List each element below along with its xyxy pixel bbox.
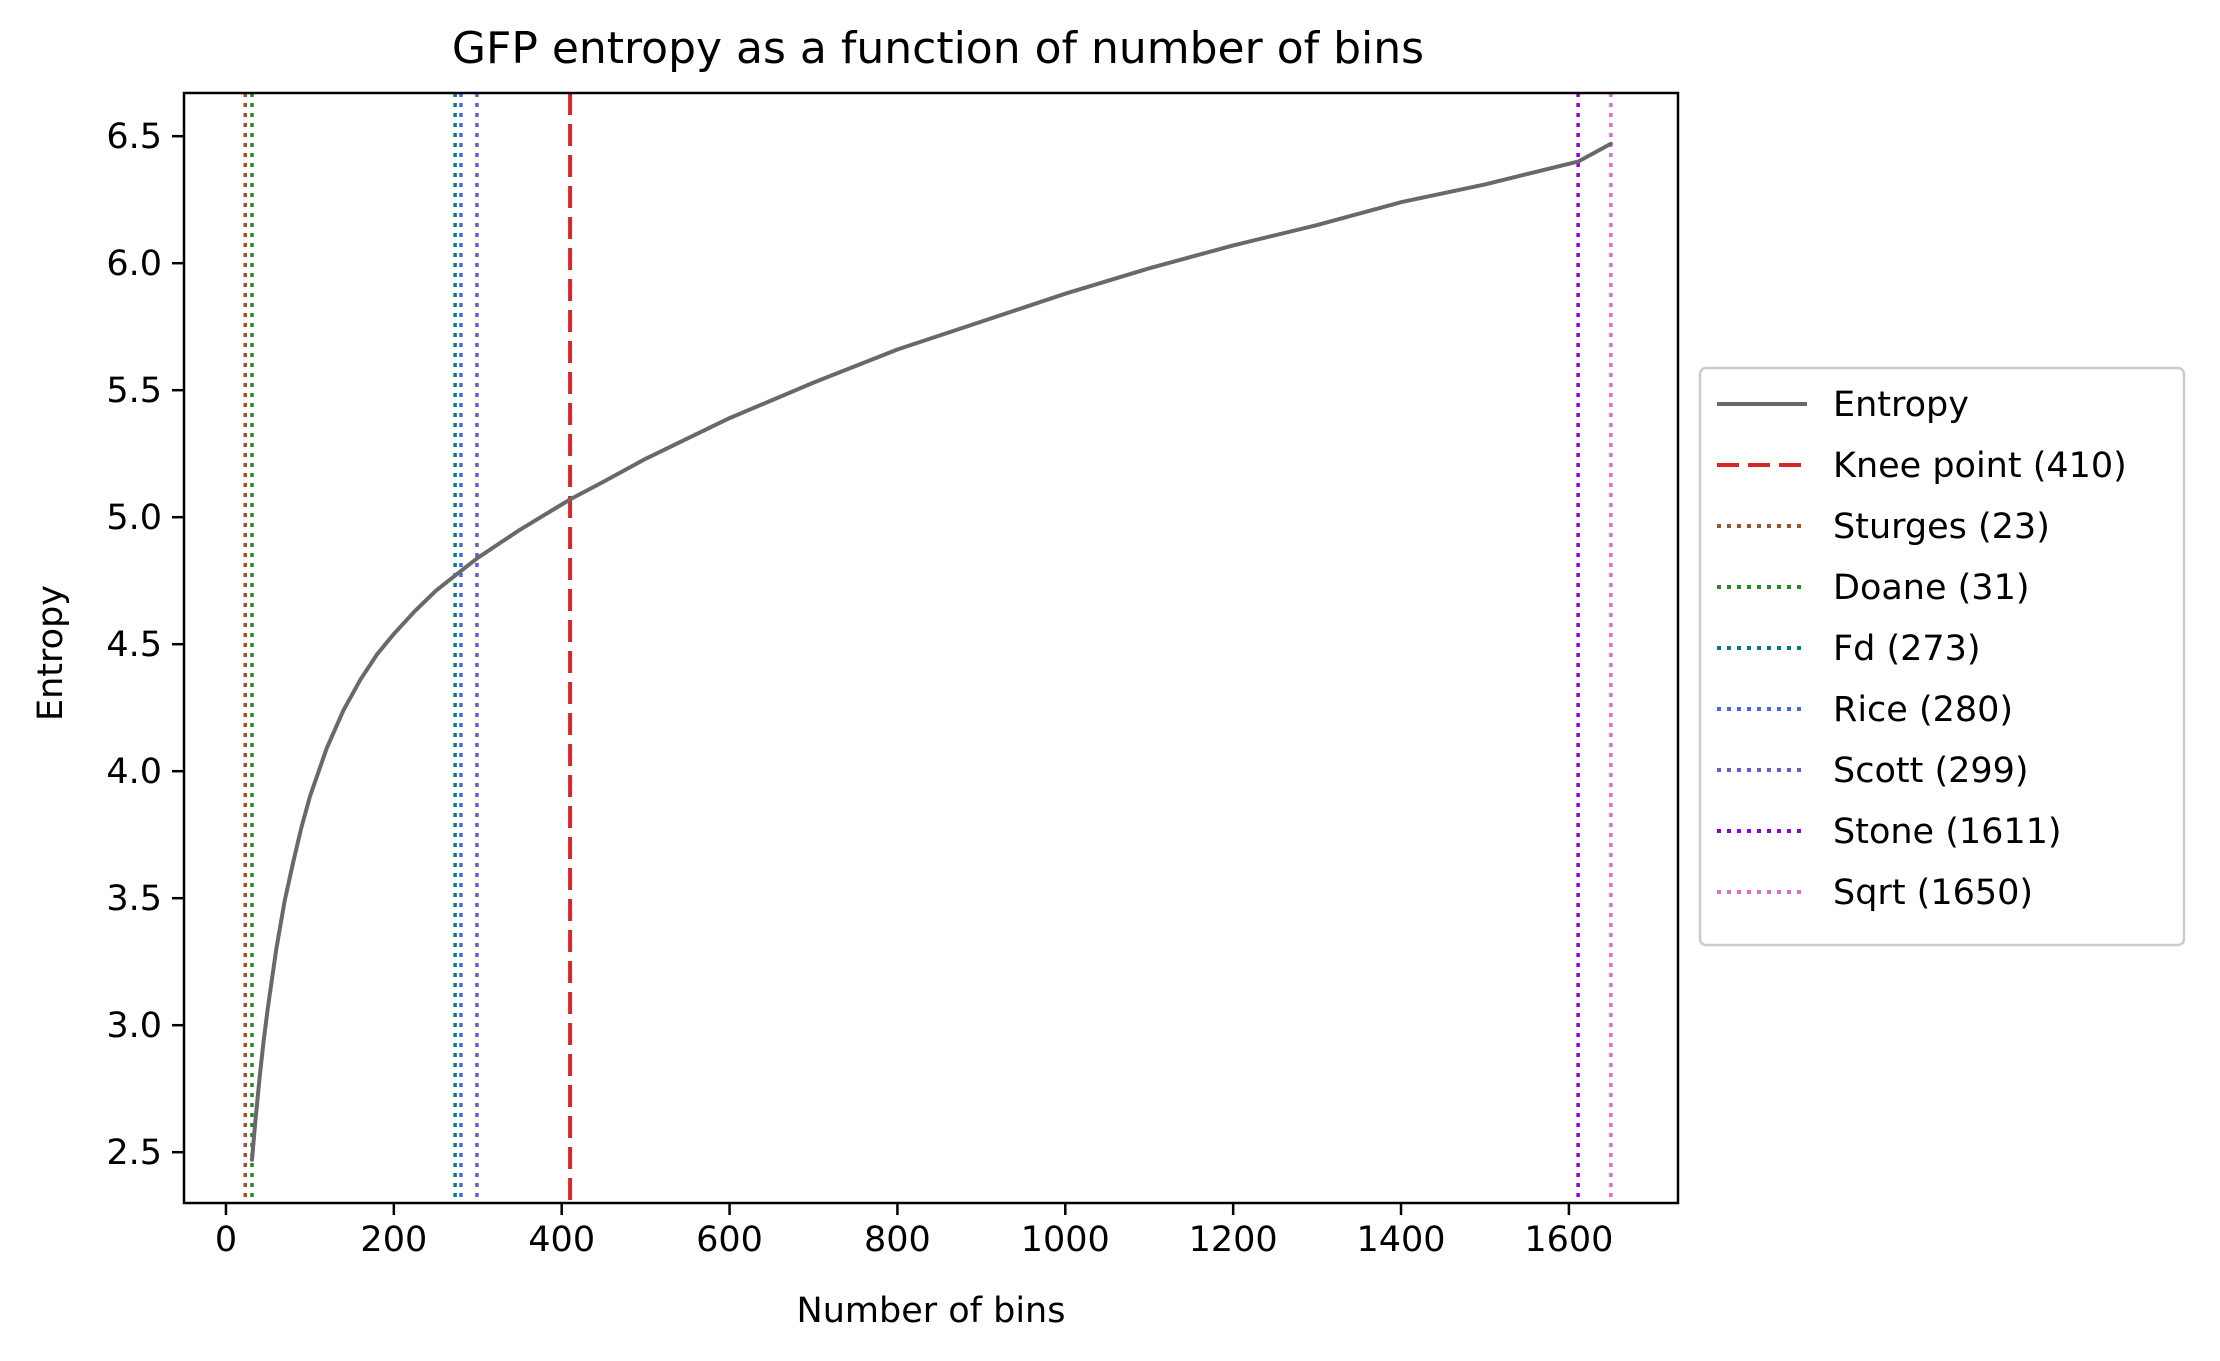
legend-label-0: Entropy [1833,385,1969,425]
x-axis: 0 200 400 600 800 1000 1200 1400 1600 [215,1203,1613,1260]
legend-label-1: Knee point (410) [1833,446,2127,486]
legend-label-2: Sturges (23) [1833,507,2050,547]
x-tick-label-3: 600 [696,1220,763,1260]
legend-label-6: Scott (299) [1833,751,2029,791]
x-tick-label-8: 1600 [1524,1220,1613,1260]
y-tick-label-5: 5.0 [106,498,162,538]
series-line-0 [250,141,1613,1162]
chart-title: GFP entropy as a function of number of b… [452,23,1424,74]
x-tick-label-6: 1200 [1189,1220,1278,1260]
x-tick-label-0: 0 [215,1220,237,1260]
y-tick-label-3: 4.0 [106,752,162,792]
legend-label-3: Doane (31) [1833,568,2030,608]
y-tick-label-1: 3.0 [106,1006,162,1046]
y-tick-label-4: 4.5 [106,625,162,665]
y-tick-label-2: 3.5 [106,879,162,919]
x-tick-label-5: 1000 [1021,1220,1110,1260]
y-axis-label: Entropy [31,585,71,721]
legend-label-7: Stone (1611) [1833,812,2062,852]
y-tick-label-7: 6.0 [106,244,162,284]
y-axis: 2.5 3.0 3.5 4.0 4.5 5.0 5.5 6.0 6.5 [106,117,184,1173]
y-tick-label-6: 5.5 [106,371,162,411]
x-tick-label-7: 1400 [1356,1220,1445,1260]
plot-area [243,93,1613,1203]
y-tick-label-0: 2.5 [106,1133,162,1173]
y-tick-label-8: 6.5 [106,117,162,157]
x-tick-label-2: 400 [528,1220,595,1260]
x-axis-label: Number of bins [797,1291,1066,1331]
legend-label-5: Rice (280) [1833,690,2013,730]
legend-label-8: Sqrt (1650) [1833,873,2033,913]
legend: Entropy Knee point (410) Sturges (23) Doane… [1698,366,2186,947]
legend-frame [1698,366,2186,947]
legend-label-4: Fd (273) [1833,629,1981,669]
x-tick-label-1: 200 [360,1220,427,1260]
x-tick-label-4: 800 [864,1220,931,1260]
axes-frame [182,91,1680,1205]
